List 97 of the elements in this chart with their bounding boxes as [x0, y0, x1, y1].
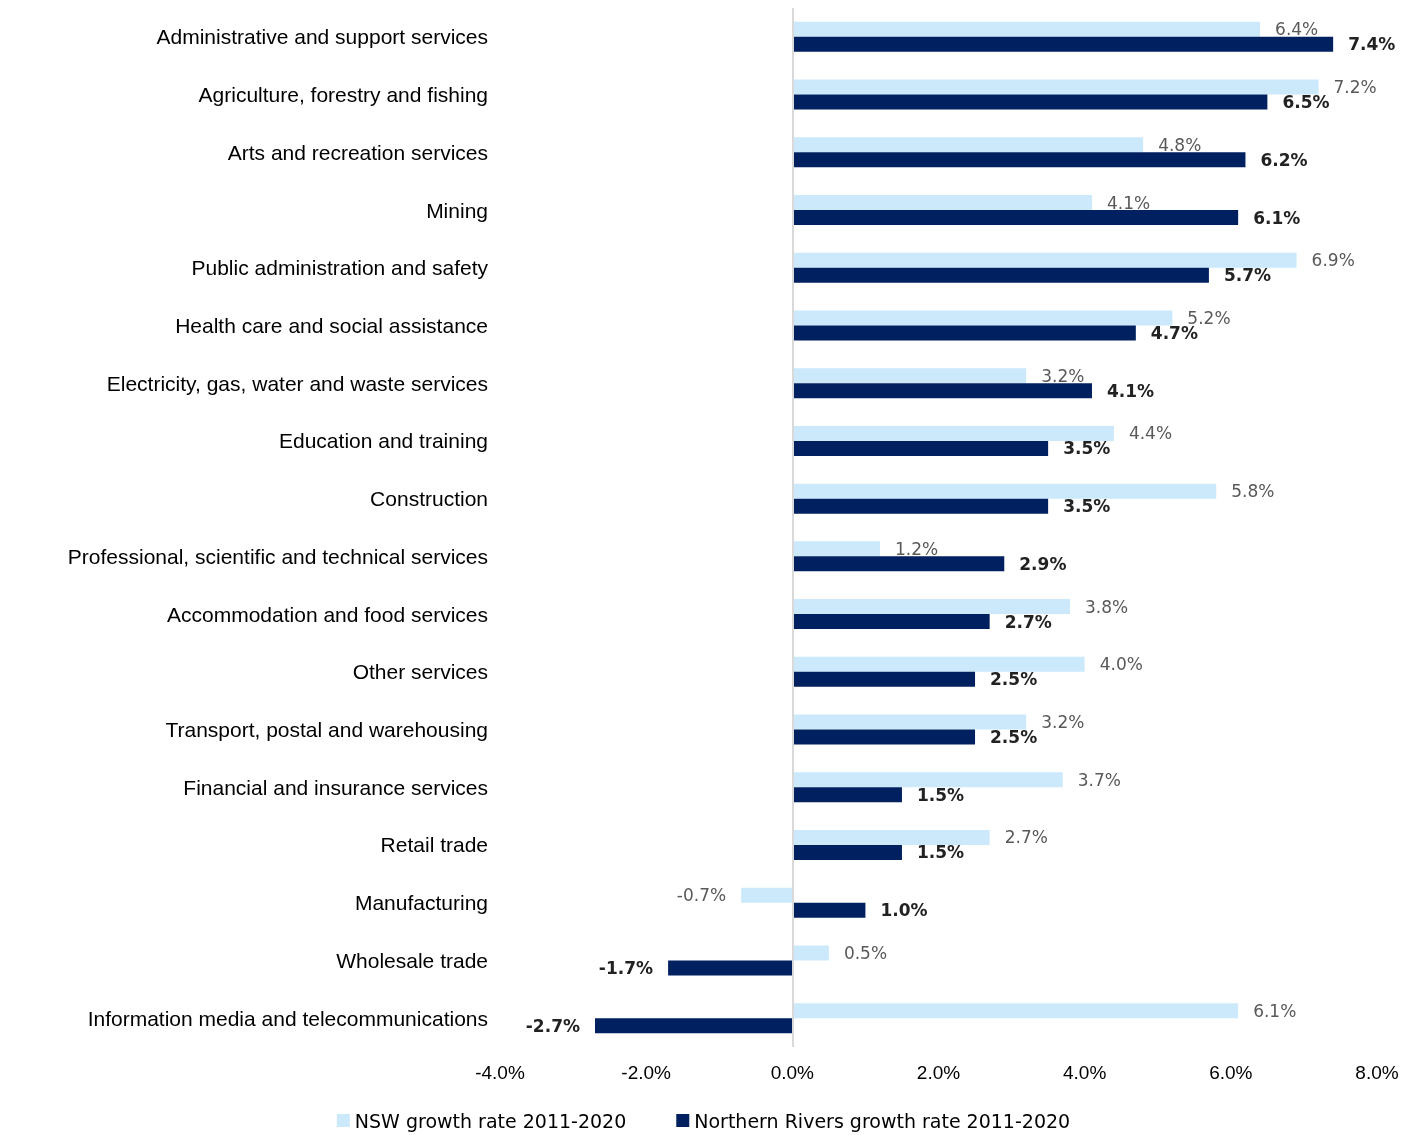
- bar: [792, 671, 976, 687]
- data-label: 1.5%: [916, 842, 965, 863]
- data-label: 7.4%: [1348, 34, 1396, 55]
- y-tick-label: Financial and insurance services: [183, 775, 488, 799]
- bar: [792, 252, 1297, 268]
- bar: [792, 310, 1173, 326]
- bar: [792, 325, 1136, 341]
- bar: [792, 36, 1334, 52]
- data-label: 6.4%: [1275, 19, 1319, 40]
- bar: [668, 960, 793, 976]
- data-label: 4.4%: [1128, 423, 1173, 444]
- data-label: 6.2%: [1260, 149, 1308, 170]
- data-label: 1.5%: [916, 784, 965, 805]
- y-tick-label: Public administration and safety: [191, 256, 489, 280]
- bar: [792, 440, 1049, 456]
- bar: [792, 656, 1085, 672]
- y-tick-label: Education and training: [279, 429, 488, 453]
- bar: [792, 94, 1268, 110]
- bar: [792, 498, 1049, 514]
- data-label: 6.9%: [1311, 250, 1355, 271]
- y-tick-label: Administrative and support services: [156, 25, 488, 49]
- bar: [595, 1018, 793, 1034]
- bar: [792, 556, 1005, 572]
- data-label: 3.8%: [1085, 596, 1129, 617]
- data-label: 2.9%: [1019, 553, 1067, 574]
- data-label: 5.8%: [1231, 481, 1275, 502]
- legend-label: Northern Rivers growth rate 2011-2020: [694, 1109, 1071, 1132]
- bar: [741, 887, 793, 903]
- y-tick-label: Electricity, gas, water and waste services: [106, 371, 488, 395]
- bar: [792, 210, 1239, 226]
- x-tick-label: 6.0%: [1209, 1062, 1253, 1083]
- y-tick-label: Arts and recreation services: [227, 140, 488, 164]
- bar: [792, 1003, 1239, 1019]
- data-label: 1.0%: [880, 900, 928, 921]
- x-tick-label: 2.0%: [916, 1062, 961, 1083]
- data-label: 2.5%: [990, 727, 1038, 748]
- data-label: 4.0%: [1099, 654, 1143, 675]
- data-label: 2.7%: [1004, 611, 1052, 632]
- bar: [792, 21, 1261, 37]
- bar: [792, 614, 990, 630]
- legend-label: NSW growth rate 2011-2020: [354, 1109, 627, 1132]
- data-label: 3.5%: [1063, 496, 1111, 517]
- y-tick-label: Professional, scientific and technical services: [67, 544, 488, 568]
- data-label: 3.2%: [1041, 365, 1085, 386]
- y-tick-label: Retail trade: [380, 833, 488, 857]
- x-tick-label: -2.0%: [621, 1062, 672, 1083]
- data-label: -0.7%: [676, 885, 727, 906]
- bar: [792, 714, 1027, 730]
- bar: [792, 267, 1209, 283]
- y-tick-label: Other services: [352, 660, 488, 684]
- data-label: 6.1%: [1253, 1000, 1297, 1021]
- y-tick-label: Information media and telecommunications: [87, 1006, 488, 1030]
- bar: [792, 368, 1027, 384]
- data-label: 3.5%: [1063, 438, 1111, 459]
- bar: [792, 844, 902, 860]
- data-label: 2.7%: [1004, 827, 1048, 848]
- data-label: 0.5%: [843, 942, 888, 963]
- bar: [792, 829, 990, 845]
- data-label: 4.8%: [1158, 134, 1202, 155]
- bar: [792, 772, 1063, 788]
- bar: [792, 787, 902, 803]
- bar: [792, 541, 881, 557]
- data-label: 7.2%: [1333, 77, 1377, 98]
- data-label: 5.7%: [1223, 265, 1272, 286]
- bar: [792, 383, 1092, 399]
- bar: [792, 729, 976, 745]
- bar: [792, 945, 829, 961]
- y-tick-label: Agriculture, forestry and fishing: [198, 83, 488, 107]
- bar: [792, 599, 1071, 615]
- y-tick-label: Accommodation and food services: [167, 602, 488, 626]
- data-label: 4.1%: [1106, 380, 1155, 401]
- y-tick-label: Manufacturing: [354, 891, 488, 915]
- data-label: 1.2%: [895, 538, 939, 559]
- y-tick-label: Health care and social assistance: [175, 313, 488, 337]
- y-tick-label: Wholesale trade: [336, 948, 488, 972]
- bar: [792, 902, 866, 918]
- data-label: 3.7%: [1077, 769, 1121, 790]
- data-label: 3.2%: [1041, 712, 1085, 733]
- y-tick-label: Construction: [370, 487, 488, 511]
- bar: [792, 152, 1246, 168]
- data-label: 2.5%: [990, 669, 1038, 690]
- x-tick-label: 8.0%: [1355, 1062, 1399, 1083]
- bar: [792, 425, 1114, 441]
- x-tick-label: 0.0%: [770, 1062, 815, 1083]
- y-tick-label: Transport, postal and warehousing: [165, 718, 488, 742]
- data-label: 4.1%: [1106, 192, 1151, 213]
- bar: [792, 483, 1217, 499]
- bar: [792, 137, 1144, 153]
- data-label: -2.7%: [525, 1015, 581, 1036]
- data-label: 6.1%: [1253, 207, 1301, 228]
- bar: [792, 195, 1092, 211]
- x-tick-label: -4.0%: [475, 1062, 525, 1083]
- x-tick-label: 4.0%: [1063, 1062, 1107, 1083]
- y-tick-label: Mining: [426, 198, 488, 222]
- data-label: -1.7%: [598, 957, 654, 978]
- bar: [792, 79, 1319, 95]
- data-label: 6.5%: [1282, 92, 1330, 113]
